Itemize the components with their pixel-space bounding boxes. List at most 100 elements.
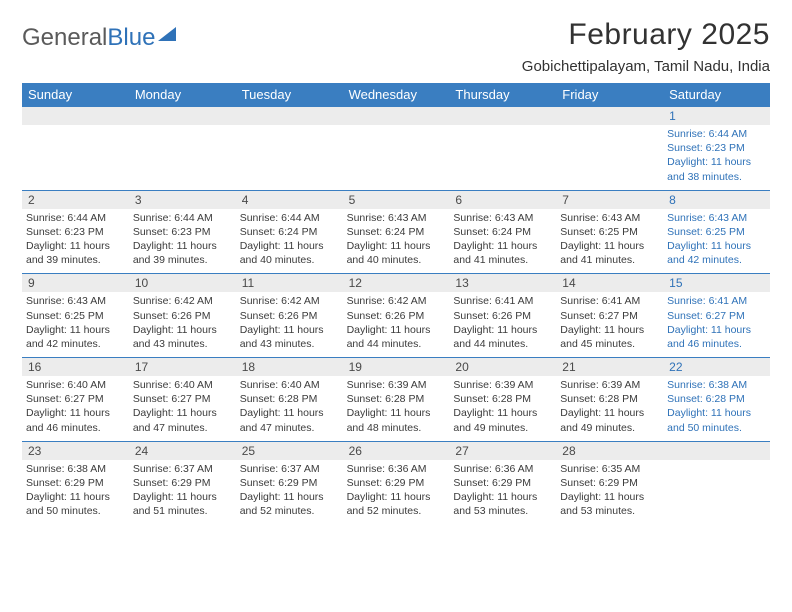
- sunrise-text: Sunrise: 6:44 AM: [667, 127, 766, 141]
- sunset-text: Sunset: 6:29 PM: [26, 476, 125, 490]
- day-cell: 12Sunrise: 6:42 AMSunset: 6:26 PMDayligh…: [343, 274, 450, 357]
- day-details: Sunrise: 6:36 AMSunset: 6:29 PMDaylight:…: [453, 462, 552, 519]
- day-cell: 25Sunrise: 6:37 AMSunset: 6:29 PMDayligh…: [236, 442, 343, 525]
- day-cell: 26Sunrise: 6:36 AMSunset: 6:29 PMDayligh…: [343, 442, 450, 525]
- day-details: Sunrise: 6:43 AMSunset: 6:25 PMDaylight:…: [667, 211, 766, 268]
- daylight-text: Daylight: 11 hours and 39 minutes.: [26, 239, 125, 267]
- day-cell: 4Sunrise: 6:44 AMSunset: 6:24 PMDaylight…: [236, 191, 343, 274]
- sunset-text: Sunset: 6:27 PM: [26, 392, 125, 406]
- day-cell: 18Sunrise: 6:40 AMSunset: 6:28 PMDayligh…: [236, 358, 343, 441]
- sunrise-text: Sunrise: 6:43 AM: [26, 294, 125, 308]
- day-details: Sunrise: 6:43 AMSunset: 6:25 PMDaylight:…: [560, 211, 659, 268]
- day-number: 13: [449, 274, 556, 292]
- weekday-monday: Monday: [129, 83, 236, 107]
- weekday-header: Sunday Monday Tuesday Wednesday Thursday…: [22, 83, 770, 107]
- sunrise-text: Sunrise: 6:39 AM: [347, 378, 446, 392]
- day-details: Sunrise: 6:43 AMSunset: 6:24 PMDaylight:…: [453, 211, 552, 268]
- sunset-text: Sunset: 6:24 PM: [347, 225, 446, 239]
- sunset-text: Sunset: 6:29 PM: [560, 476, 659, 490]
- sunset-text: Sunset: 6:28 PM: [453, 392, 552, 406]
- logo-triangle-icon: [158, 27, 176, 41]
- day-number: [343, 107, 450, 125]
- day-number: 5: [343, 191, 450, 209]
- sunrise-text: Sunrise: 6:37 AM: [133, 462, 232, 476]
- sunrise-text: Sunrise: 6:38 AM: [667, 378, 766, 392]
- week-row: 2Sunrise: 6:44 AMSunset: 6:23 PMDaylight…: [22, 191, 770, 275]
- day-details: Sunrise: 6:37 AMSunset: 6:29 PMDaylight:…: [133, 462, 232, 519]
- sunrise-text: Sunrise: 6:37 AM: [240, 462, 339, 476]
- day-details: Sunrise: 6:35 AMSunset: 6:29 PMDaylight:…: [560, 462, 659, 519]
- day-number: 4: [236, 191, 343, 209]
- sunset-text: Sunset: 6:27 PM: [667, 309, 766, 323]
- daylight-text: Daylight: 11 hours and 41 minutes.: [560, 239, 659, 267]
- day-cell: [129, 107, 236, 190]
- day-cell: 21Sunrise: 6:39 AMSunset: 6:28 PMDayligh…: [556, 358, 663, 441]
- sunset-text: Sunset: 6:29 PM: [347, 476, 446, 490]
- day-cell: 24 Sunrise: 6:37 AMSunset: 6:29 PMDayligh…: [129, 442, 236, 525]
- day-number: 25: [236, 442, 343, 460]
- day-cell: 16Sunrise: 6:40 AMSunset: 6:27 PMDayligh…: [22, 358, 129, 441]
- weekday-thursday: Thursday: [449, 83, 556, 107]
- day-cell: [556, 107, 663, 190]
- day-cell: [449, 107, 556, 190]
- daylight-text: Daylight: 11 hours and 40 minutes.: [347, 239, 446, 267]
- day-number: [236, 107, 343, 125]
- daylight-text: Daylight: 11 hours and 45 minutes.: [560, 323, 659, 351]
- day-number: 22: [663, 358, 770, 376]
- daylight-text: Daylight: 11 hours and 46 minutes.: [667, 323, 766, 351]
- daylight-text: Daylight: 11 hours and 39 minutes.: [133, 239, 232, 267]
- daylight-text: Daylight: 11 hours and 48 minutes.: [347, 406, 446, 434]
- day-number: 9: [22, 274, 129, 292]
- day-number: 17: [129, 358, 236, 376]
- sunrise-text: Sunrise: 6:39 AM: [453, 378, 552, 392]
- sunrise-text: Sunrise: 6:40 AM: [26, 378, 125, 392]
- sunrise-text: Sunrise: 6:42 AM: [347, 294, 446, 308]
- sunset-text: Sunset: 6:28 PM: [667, 392, 766, 406]
- day-cell: [236, 107, 343, 190]
- sunrise-text: Sunrise: 6:35 AM: [560, 462, 659, 476]
- sunset-text: Sunset: 6:25 PM: [26, 309, 125, 323]
- day-details: Sunrise: 6:40 AMSunset: 6:27 PMDaylight:…: [133, 378, 232, 435]
- sunrise-text: Sunrise: 6:41 AM: [667, 294, 766, 308]
- daylight-text: Daylight: 11 hours and 43 minutes.: [133, 323, 232, 351]
- sunset-text: Sunset: 6:23 PM: [667, 141, 766, 155]
- day-details: Sunrise: 6:36 AMSunset: 6:29 PMDaylight:…: [347, 462, 446, 519]
- day-number: 10: [129, 274, 236, 292]
- sunrise-text: Sunrise: 6:36 AM: [453, 462, 552, 476]
- sunrise-text: Sunrise: 6:40 AM: [133, 378, 232, 392]
- day-cell: 3Sunrise: 6:44 AMSunset: 6:23 PMDaylight…: [129, 191, 236, 274]
- day-number: [22, 107, 129, 125]
- sunset-text: Sunset: 6:26 PM: [133, 309, 232, 323]
- day-cell: 9Sunrise: 6:43 AMSunset: 6:25 PMDaylight…: [22, 274, 129, 357]
- sunrise-text: Sunrise: 6:38 AM: [26, 462, 125, 476]
- sunset-text: Sunset: 6:25 PM: [667, 225, 766, 239]
- day-number: 15: [663, 274, 770, 292]
- sunset-text: Sunset: 6:29 PM: [240, 476, 339, 490]
- day-cell: 22Sunrise: 6:38 AMSunset: 6:28 PMDayligh…: [663, 358, 770, 441]
- daylight-text: Daylight: 11 hours and 44 minutes.: [453, 323, 552, 351]
- day-number: 18: [236, 358, 343, 376]
- day-number: [556, 107, 663, 125]
- logo: GeneralBlue: [22, 18, 176, 52]
- logo-text-blue: Blue: [107, 24, 155, 52]
- sunrise-text: Sunrise: 6:43 AM: [453, 211, 552, 225]
- day-number: 24: [129, 442, 236, 460]
- day-cell: 11Sunrise: 6:42 AMSunset: 6:26 PMDayligh…: [236, 274, 343, 357]
- daylight-text: Daylight: 11 hours and 44 minutes.: [347, 323, 446, 351]
- day-cell: 14Sunrise: 6:41 AMSunset: 6:27 PMDayligh…: [556, 274, 663, 357]
- calendar-grid: Sunday Monday Tuesday Wednesday Thursday…: [22, 83, 770, 524]
- day-details: Sunrise: 6:44 AMSunset: 6:23 PMDaylight:…: [133, 211, 232, 268]
- week-row: 1Sunrise: 6:44 AMSunset: 6:23 PMDaylight…: [22, 107, 770, 191]
- week-row: 9 Sunrise: 6:43 AMSunset: 6:25 PM Daylight…: [22, 274, 770, 358]
- day-cell: 7Sunrise: 6:43 AMSunset: 6:25 PMDaylight…: [556, 191, 663, 274]
- day-details: Sunrise: 6:40 AMSunset: 6:27 PMDaylight:…: [26, 378, 125, 435]
- sunset-text: Sunset: 6:28 PM: [560, 392, 659, 406]
- sunrise-text: Sunrise: 6:36 AM: [347, 462, 446, 476]
- day-number: 23: [22, 442, 129, 460]
- day-cell: 13Sunrise: 6:41 AMSunset: 6:26 PMDayligh…: [449, 274, 556, 357]
- logo-text-general: General: [22, 24, 107, 52]
- day-details: Sunrise: 6:42 AMSunset: 6:26 PMDaylight:…: [240, 294, 339, 351]
- day-cell: 23Sunrise: 6:38 AMSunset: 6:29 PMDayligh…: [22, 442, 129, 525]
- daylight-text: Daylight: 11 hours and 49 minutes.: [560, 406, 659, 434]
- week-row: 23Sunrise: 6:38 AMSunset: 6:29 PMDayligh…: [22, 442, 770, 525]
